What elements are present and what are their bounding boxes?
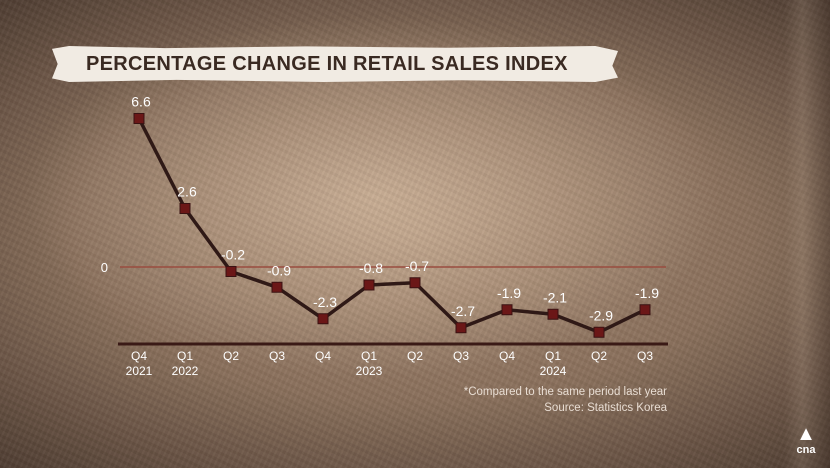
x-tick-label: Q4	[315, 349, 331, 363]
data-label: -0.9	[267, 262, 291, 278]
data-point	[363, 279, 375, 291]
data-label: -2.7	[451, 303, 475, 319]
title-banner	[52, 46, 618, 82]
x-tick-label: Q2	[407, 349, 423, 363]
footnote-comparison-note: *Compared to the same period last year	[463, 386, 667, 398]
x-tick-label: Q3	[453, 349, 469, 363]
data-point	[179, 203, 191, 214]
data-point	[133, 113, 145, 124]
cna-logo-text: cna	[796, 444, 816, 456]
data-point	[547, 308, 559, 320]
x-tick-label: Q1	[545, 349, 561, 363]
data-label: -0.7	[405, 258, 429, 274]
data-label: -1.9	[497, 285, 521, 301]
data-point	[455, 322, 467, 334]
footnote: *Compared to the same period last year S…	[380, 384, 667, 416]
x-tick-label: Q3	[637, 349, 653, 363]
data-label: 2.6	[177, 184, 197, 200]
data-label: 6.6	[131, 94, 151, 110]
cna-logo-icon: ▲	[796, 423, 816, 445]
data-label: -2.1	[543, 289, 567, 305]
footnote-source: Source: Statistics Korea	[544, 402, 667, 414]
x-tick-label: Q1	[361, 349, 377, 363]
x-tick-year-label: 2024	[540, 364, 567, 378]
data-label: -2.9	[589, 307, 613, 323]
data-point	[225, 266, 237, 277]
zero-label: 0	[101, 260, 108, 275]
x-tick-label: Q2	[223, 349, 239, 363]
data-point	[271, 281, 283, 293]
x-tick-label: Q3	[269, 349, 285, 363]
x-tick-year-label: 2023	[356, 364, 383, 378]
x-tick-label: Q2	[591, 349, 607, 363]
x-tick-label: Q4	[499, 349, 515, 363]
data-label: -2.3	[313, 294, 337, 310]
chart-title: PERCENTAGE CHANGE IN RETAIL SALES INDEX	[86, 53, 568, 75]
data-label: -0.2	[221, 247, 245, 263]
x-tick-label: Q4	[131, 349, 147, 363]
data-point	[409, 277, 421, 289]
data-point	[639, 304, 651, 316]
x-tick-label: Q1	[177, 349, 193, 363]
data-label: -0.8	[359, 260, 383, 276]
data-label: -1.9	[635, 285, 659, 301]
paper-edge-strip	[784, 0, 830, 468]
data-point	[501, 304, 513, 316]
data-point	[317, 313, 329, 325]
x-tick-year-label: 2022	[172, 364, 199, 378]
data-point	[593, 326, 605, 338]
cna-logo: ▲ cna	[789, 424, 823, 464]
series-line	[137, 116, 647, 335]
x-tick-year-label: 2021	[126, 364, 153, 378]
